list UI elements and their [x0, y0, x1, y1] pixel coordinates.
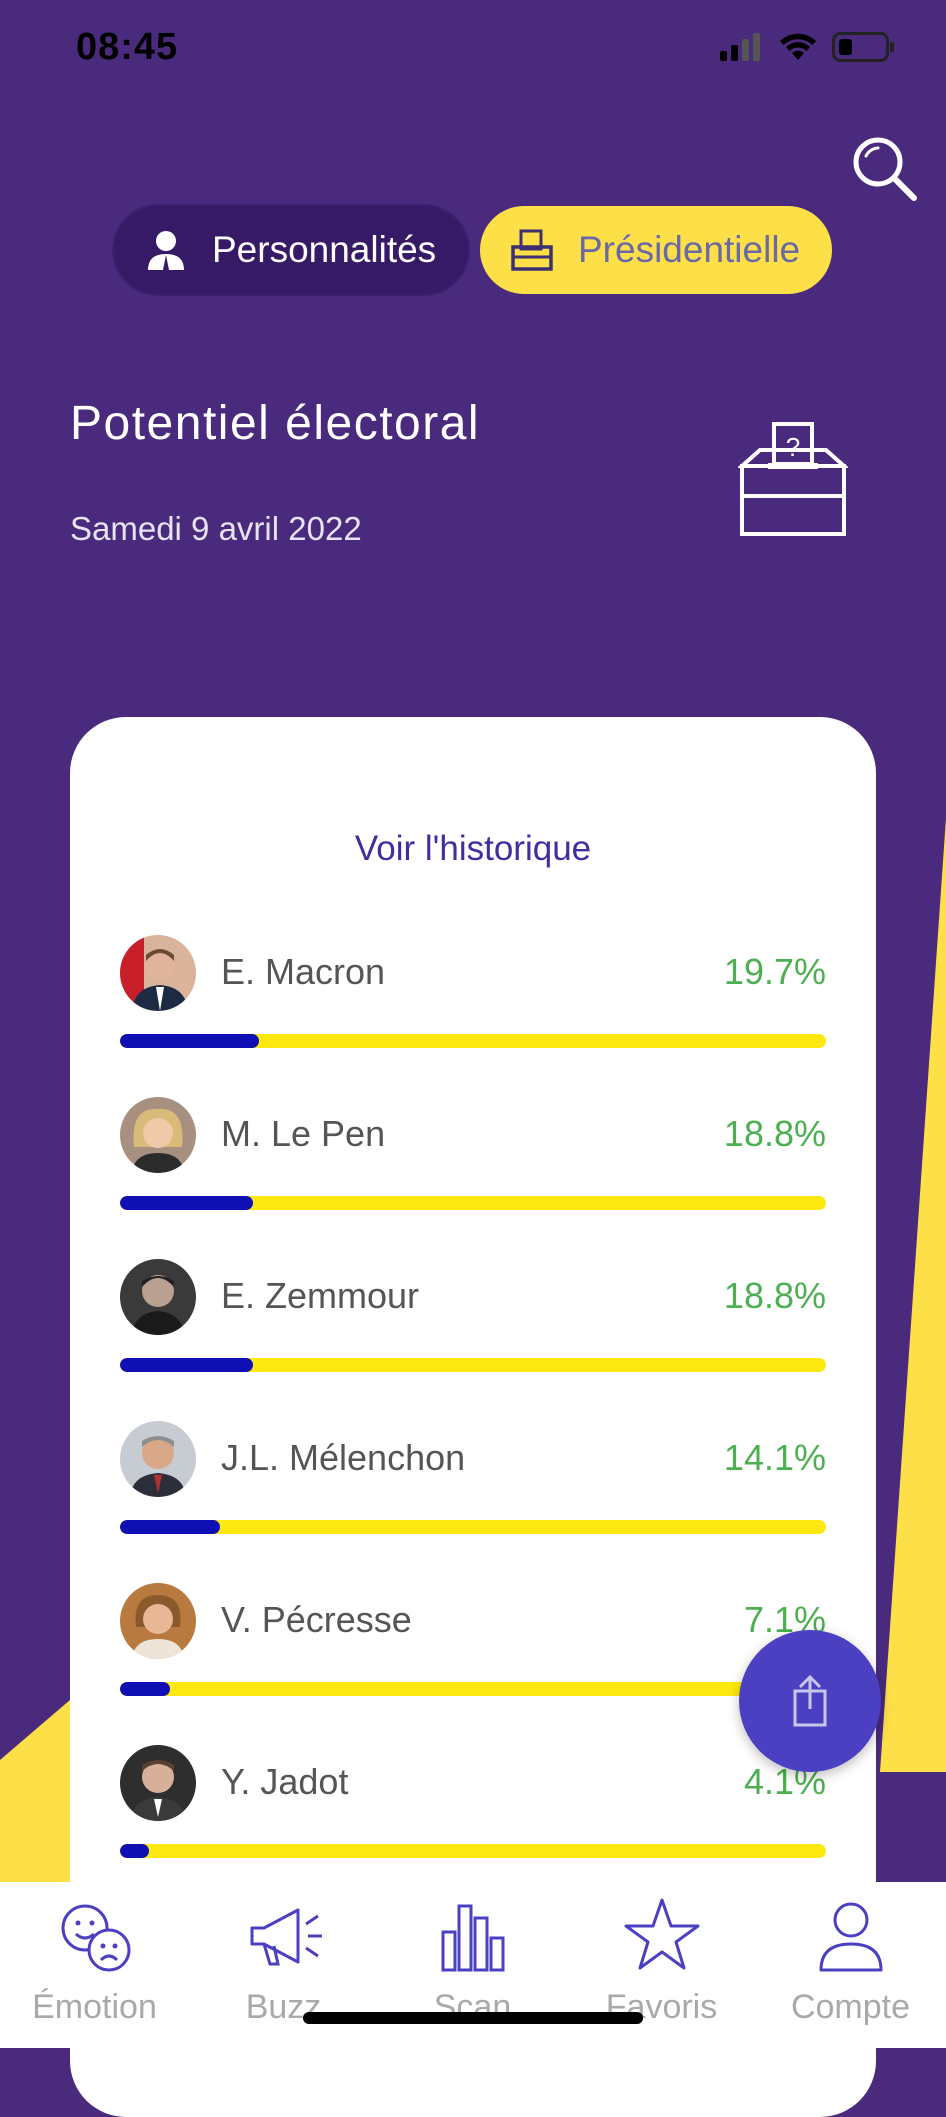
ballot-box-icon: ? [738, 422, 848, 536]
megaphone-icon [250, 1908, 322, 1966]
avatar [120, 1259, 196, 1335]
bar-chart-icon [441, 1904, 504, 1972]
candidate-row[interactable]: E. Zemmour 18.8% [120, 1259, 826, 1379]
progress-fill [120, 1358, 253, 1372]
avatar [120, 1097, 196, 1173]
share-icon [793, 1674, 827, 1727]
candidate-name: J.L. Mélenchon [221, 1437, 466, 1478]
search-button[interactable] [850, 134, 920, 204]
person-icon [142, 226, 190, 274]
progress-fill [120, 1844, 149, 1858]
avatar [120, 1583, 196, 1659]
tab-compte[interactable]: Compte [756, 1882, 945, 2048]
search-icon [853, 137, 917, 201]
progress-track [120, 1358, 826, 1372]
progress-fill [120, 1196, 253, 1210]
page-title: Potentiel électoral [70, 397, 481, 450]
candidate-row[interactable]: J.L. Mélenchon 14.1% [120, 1421, 826, 1541]
candidate-percent: 18.8% [723, 1113, 826, 1154]
signal-icon [720, 33, 760, 61]
ballot-box-icon [508, 226, 556, 274]
candidate-row[interactable]: E. Macron 19.7% [120, 935, 826, 1055]
tab-label: Compte [790, 1988, 911, 2026]
segment-label: Personnalités [212, 229, 437, 270]
tab-bar: Émotion Buzz Scan Favoris Compte [0, 1882, 946, 2048]
candidate-name: Y. Jadot [221, 1761, 349, 1802]
candidate-percent: 18.8% [723, 1275, 826, 1316]
progress-track [120, 1844, 826, 1858]
progress-fill [120, 1682, 171, 1696]
avatar [120, 1745, 196, 1821]
status-time: 08:45 [76, 26, 179, 68]
candidate-name: V. Pécresse [221, 1599, 412, 1640]
progress-fill [120, 1520, 220, 1534]
avatar [120, 1421, 196, 1497]
status-icons [720, 32, 896, 62]
progress-track [120, 1196, 826, 1210]
candidate-row[interactable]: M. Le Pen 18.8% [120, 1097, 826, 1217]
progress-track [120, 1034, 826, 1048]
progress-track [120, 1682, 826, 1696]
wifi-icon [780, 33, 816, 60]
candidate-row[interactable]: Y. Jadot 4.1% [120, 1745, 826, 1865]
candidate-name: M. Le Pen [221, 1113, 386, 1154]
candidate-percent: 14.1% [723, 1437, 826, 1478]
battery-icon [832, 32, 894, 62]
avatar [120, 935, 196, 1011]
share-button[interactable] [739, 1630, 881, 1772]
status-bar: 08:45 [0, 0, 946, 100]
history-link[interactable]: Voir l'historique [354, 829, 592, 868]
user-icon [819, 1902, 882, 1972]
candidate-percent: 19.7% [723, 951, 826, 992]
home-indicator [303, 2012, 643, 2024]
progress-track [120, 1520, 826, 1534]
candidate-row[interactable]: V. Pécresse 7.1% [120, 1583, 826, 1703]
candidate-name: E. Macron [221, 951, 386, 992]
page-date: Samedi 9 avril 2022 [70, 510, 362, 547]
svg-text:?: ? [786, 432, 800, 462]
segment-presidentielle[interactable]: Présidentielle [480, 206, 832, 294]
star-icon [624, 1898, 699, 1970]
progress-fill [120, 1034, 260, 1048]
tab-emotion[interactable]: Émotion [0, 1882, 189, 2048]
emotion-icon [61, 1904, 130, 1972]
candidate-name: E. Zemmour [221, 1275, 420, 1316]
segment-label: Présidentielle [578, 229, 801, 270]
tab-label: Émotion [32, 1988, 157, 2026]
segment-personnalites[interactable]: Personnalités [114, 206, 468, 294]
